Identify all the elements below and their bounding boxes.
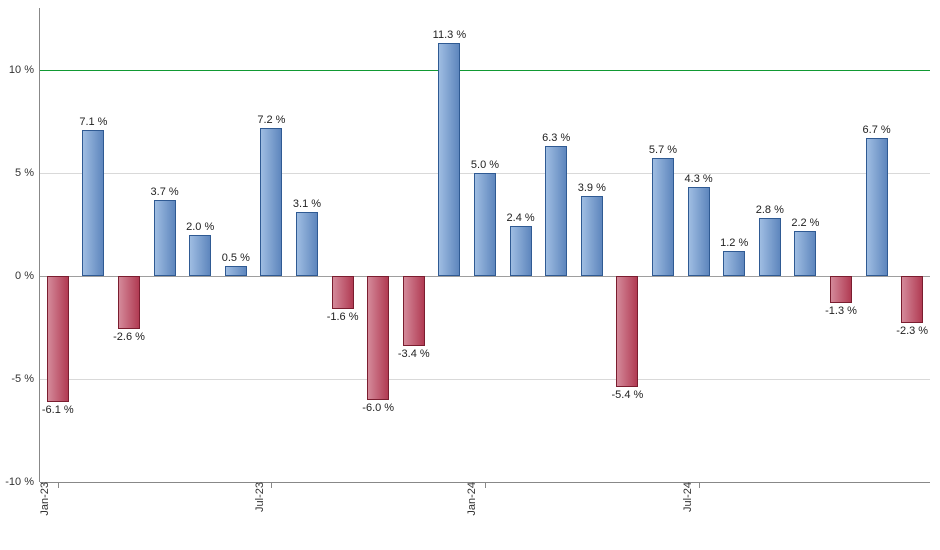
y-axis: [39, 8, 40, 482]
y-tick-label: 10 %: [9, 64, 40, 76]
bar: [581, 196, 603, 276]
bar-value-label: -6.1 %: [42, 404, 74, 416]
bar-value-label: 1.2 %: [720, 237, 748, 249]
reference-line: [40, 70, 930, 71]
gridline: [40, 276, 930, 277]
bar: [332, 276, 354, 309]
bar-value-label: -2.6 %: [113, 331, 145, 343]
x-tick-label: Jul-24: [674, 482, 694, 512]
bar-value-label: 5.7 %: [649, 144, 677, 156]
bar-value-label: 7.2 %: [257, 114, 285, 126]
bar: [510, 226, 532, 275]
bar: [652, 158, 674, 275]
bar: [723, 251, 745, 276]
bar: [616, 276, 638, 387]
x-tick: [271, 482, 272, 488]
bar: [474, 173, 496, 276]
bar: [118, 276, 140, 330]
bar-value-label: -2.3 %: [896, 325, 928, 337]
bar: [901, 276, 923, 323]
bar-value-label: -5.4 %: [611, 389, 643, 401]
bar-value-label: 6.3 %: [542, 132, 570, 144]
y-tick-label: 0 %: [15, 270, 40, 282]
percentage-bar-chart: -10 %-5 %0 %5 %10 %Jan-23Jul-23Jan-24Jul…: [0, 0, 940, 550]
bar-value-label: -1.3 %: [825, 305, 857, 317]
bar: [866, 138, 888, 276]
x-tick-label: Jul-23: [246, 482, 266, 512]
bar-value-label: 11.3 %: [433, 29, 466, 41]
bar: [367, 276, 389, 400]
bar: [438, 43, 460, 276]
bar: [403, 276, 425, 346]
bar: [154, 200, 176, 276]
bar: [296, 212, 318, 276]
bar: [189, 235, 211, 276]
bar-value-label: 3.7 %: [151, 186, 179, 198]
plot-area: -10 %-5 %0 %5 %10 %Jan-23Jul-23Jan-24Jul…: [40, 8, 930, 482]
x-tick: [699, 482, 700, 488]
bar: [688, 187, 710, 276]
bar: [545, 146, 567, 276]
bar-value-label: 4.3 %: [685, 173, 713, 185]
bar: [82, 130, 104, 276]
bar-value-label: 3.1 %: [293, 198, 321, 210]
bar-value-label: 2.0 %: [186, 221, 214, 233]
bar-value-label: 6.7 %: [863, 124, 891, 136]
bar: [794, 231, 816, 276]
x-tick-label: Jan-24: [458, 482, 478, 516]
bar-value-label: -1.6 %: [327, 311, 359, 323]
bar-value-label: 2.8 %: [756, 204, 784, 216]
bar: [260, 128, 282, 276]
x-tick: [485, 482, 486, 488]
bar-value-label: 3.9 %: [578, 182, 606, 194]
bar-value-label: 2.4 %: [507, 212, 535, 224]
bar: [830, 276, 852, 303]
bar-value-label: 2.2 %: [791, 217, 819, 229]
bar: [47, 276, 69, 402]
x-tick-label: Jan-23: [31, 482, 51, 516]
bar-value-label: -3.4 %: [398, 348, 430, 360]
y-tick-label: 5 %: [15, 167, 40, 179]
bar-value-label: -6.0 %: [362, 402, 394, 414]
bar-value-label: 7.1 %: [79, 116, 107, 128]
bar-value-label: 0.5 %: [222, 252, 250, 264]
y-tick-label: -5 %: [11, 373, 40, 385]
bar-value-label: 5.0 %: [471, 159, 499, 171]
bar: [759, 218, 781, 276]
gridline: [40, 379, 930, 380]
bar: [225, 266, 247, 276]
x-tick: [58, 482, 59, 488]
